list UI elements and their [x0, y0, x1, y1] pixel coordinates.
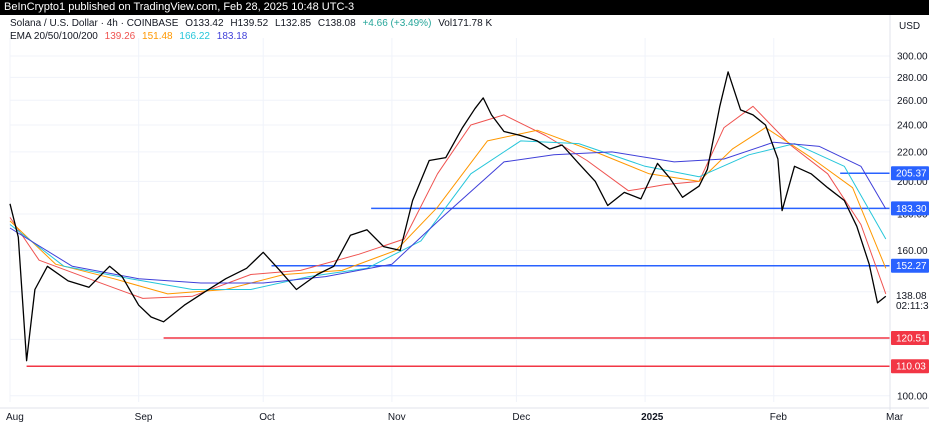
- last-price-label: 138.08: [896, 291, 927, 302]
- ema-line: [9, 140, 887, 290]
- y-tick-label: 240.00: [897, 121, 928, 132]
- price-tags: 205.37 183.30 152.27 120.51 110.03 138.0802:1…: [891, 166, 929, 374]
- level-price-tag: [891, 166, 929, 181]
- ohlc-open: O133.42: [185, 18, 224, 29]
- currency-label: USD: [899, 21, 920, 32]
- price-layer: [9, 71, 887, 362]
- publish-banner: BeInCrypto1 published on TradingView.com…: [0, 0, 929, 15]
- ohlc-high: H139.52: [230, 18, 269, 29]
- level-price-tag: [891, 258, 929, 273]
- ema-label[interactable]: EMA 20/50/100/200: [10, 31, 98, 42]
- grid-layer: [9, 38, 891, 402]
- symbol-legend[interactable]: Solana / U.S. Dollar · 4h · COINBASE O13…: [10, 18, 496, 29]
- last-price-tag: [891, 287, 929, 310]
- x-tick-label: Oct: [259, 412, 275, 423]
- ohlc-close: C138.08: [317, 18, 356, 29]
- ema-line: [9, 127, 887, 295]
- symbol-title[interactable]: Solana / U.S. Dollar · 4h · COINBASE: [10, 18, 179, 29]
- y-tick-label: 100.00: [897, 391, 928, 402]
- y-tick-label: 280.00: [897, 73, 928, 84]
- level-price-tag-label: 152.27: [896, 261, 927, 272]
- x-tick-label: 2025: [641, 412, 664, 423]
- level-layer: [26, 172, 890, 367]
- level-price-tag-label: 120.51: [896, 334, 927, 345]
- ema20-value: 139.26: [104, 31, 136, 42]
- y-tick-label: 200.00: [897, 177, 928, 188]
- x-tick-label: Aug: [6, 412, 24, 423]
- y-tick-label: 300.00: [897, 52, 928, 63]
- change-value: +4.66 (+3.49%): [362, 18, 432, 29]
- ohlc-low: L132.85: [274, 18, 312, 29]
- ema-line: [9, 105, 887, 299]
- x-tick-label: Feb: [770, 412, 788, 423]
- y-tick-label: 260.00: [897, 96, 928, 107]
- level-price-tag-label: 205.37: [896, 169, 927, 180]
- plot-area: [10, 38, 890, 402]
- level-price-tag: [891, 359, 929, 374]
- ema-layer: [9, 105, 887, 299]
- x-tick-label: Sep: [135, 412, 153, 423]
- level-price-tag: [891, 331, 929, 346]
- level-price-tag-label: 183.30: [896, 204, 927, 215]
- ema200-value: 183.18: [216, 31, 248, 42]
- price-line: [9, 71, 887, 362]
- level-price-tag: [891, 201, 929, 216]
- ema50-value: 151.48: [142, 31, 173, 42]
- last-price-countdown: 02:11:30: [896, 301, 929, 312]
- x-tick-label: Mar: [886, 412, 904, 423]
- ema-line: [9, 141, 887, 284]
- x-tick-label: Nov: [388, 412, 406, 423]
- x-axis: Aug Sep Oct Nov Dec 2025 Feb Mar: [0, 407, 929, 423]
- x-tick-label: Dec: [512, 412, 530, 423]
- y-tick-label: 160.00: [897, 246, 928, 257]
- publish-text: BeInCrypto1 published on TradingView.com…: [4, 1, 355, 13]
- y-tick-label: 220.00: [897, 147, 928, 158]
- ema100-value: 166.22: [179, 31, 210, 42]
- level-price-tag-label: 110.03: [896, 362, 926, 373]
- ema-legend[interactable]: EMA 20/50/100/200 139.26 151.48 166.22 1…: [10, 31, 251, 42]
- volume-value: Vol171.78 K: [438, 18, 493, 29]
